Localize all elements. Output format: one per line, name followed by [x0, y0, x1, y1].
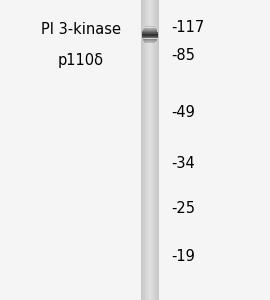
Text: -25: -25: [171, 201, 195, 216]
Bar: [142, 35, 158, 36]
Bar: [142, 31, 157, 32]
Bar: [143, 40, 157, 41]
Bar: [143, 39, 157, 40]
Bar: [143, 29, 157, 30]
Text: -49: -49: [171, 105, 195, 120]
Bar: [142, 32, 158, 33]
Text: -34: -34: [171, 156, 195, 171]
Bar: [144, 27, 156, 28]
Bar: [142, 38, 157, 39]
Text: -117: -117: [171, 20, 205, 35]
Bar: [142, 34, 158, 35]
Bar: [142, 37, 158, 38]
Bar: [142, 33, 158, 34]
Bar: [144, 42, 156, 43]
Text: PI 3-kinase: PI 3-kinase: [41, 22, 121, 38]
Text: -85: -85: [171, 48, 195, 63]
Text: p110δ: p110δ: [58, 52, 104, 68]
Bar: [143, 28, 156, 29]
Bar: [145, 26, 155, 27]
Bar: [142, 36, 158, 37]
Bar: [144, 41, 156, 42]
Bar: [143, 30, 157, 31]
Bar: [142, 34, 158, 35]
Text: -19: -19: [171, 249, 195, 264]
